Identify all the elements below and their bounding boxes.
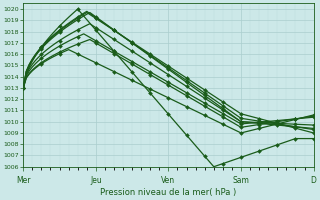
X-axis label: Pression niveau de la mer( hPa ): Pression niveau de la mer( hPa ) (100, 188, 236, 197)
